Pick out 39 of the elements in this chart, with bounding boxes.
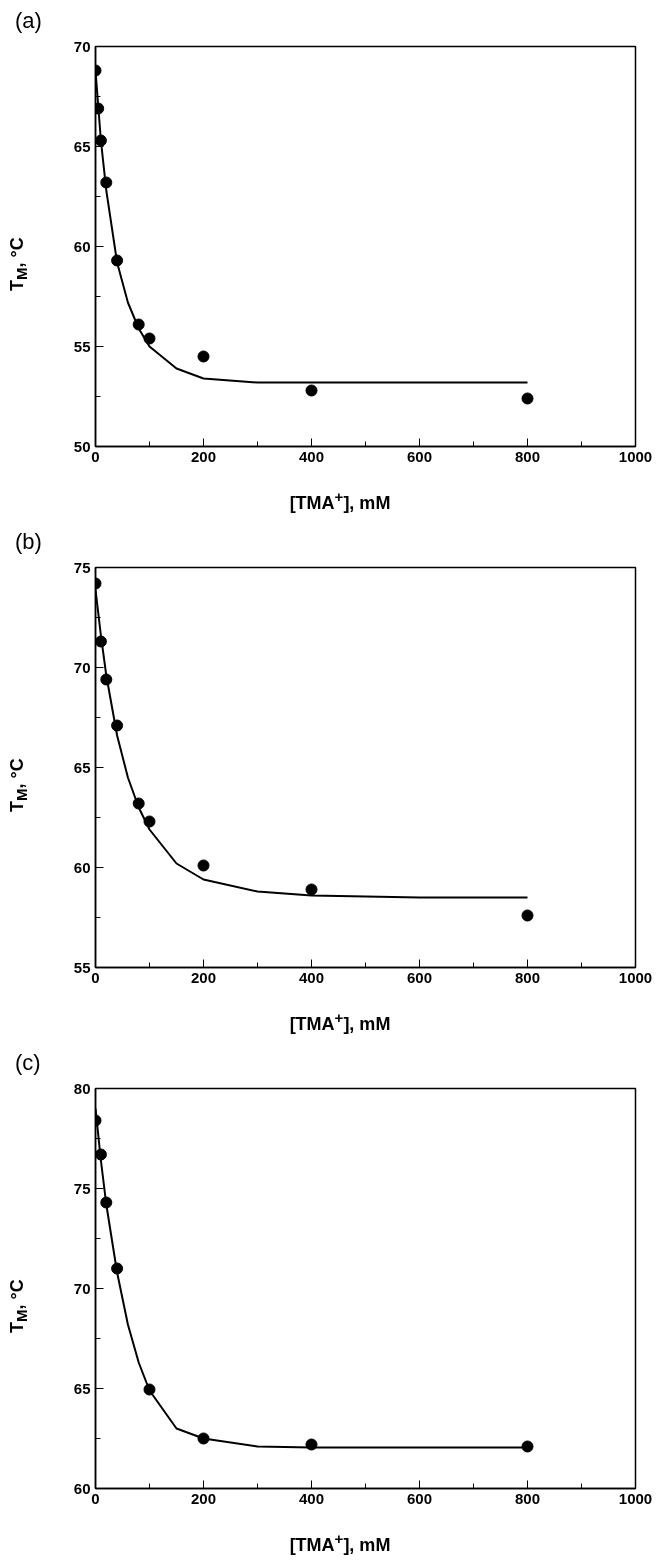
- x-tick-label: 200: [190, 1489, 217, 1507]
- x-tick-label: 0: [91, 447, 100, 465]
- x-tick-label: 200: [190, 447, 217, 465]
- y-tick-label: 80: [73, 1079, 91, 1097]
- x-tick-label: 600: [406, 1489, 433, 1507]
- x-tick-label: 800: [514, 1489, 541, 1507]
- y-tick-label: 50: [73, 437, 91, 455]
- y-tick-label: 55: [73, 958, 91, 976]
- x-tick-label: 200: [190, 968, 217, 986]
- y-tick-label: 60: [73, 1479, 91, 1497]
- y-tick-label: 70: [73, 1279, 91, 1297]
- chart-title: (c): [15, 1049, 41, 1077]
- y-tick-label: 65: [73, 758, 91, 776]
- y-tick-label: 75: [73, 1179, 91, 1197]
- y-tick-label: 65: [73, 137, 91, 155]
- chart-title: (a): [15, 7, 42, 35]
- x-tick-label: 0: [91, 1489, 100, 1507]
- y-tick-label: 75: [73, 558, 91, 576]
- x-tick-label: 1000: [618, 1489, 653, 1507]
- chart-title: (b): [15, 528, 42, 556]
- x-tick-label: 400: [298, 1489, 325, 1507]
- x-tick-label: 1000: [618, 968, 653, 986]
- y-tick-label: 70: [73, 37, 91, 55]
- y-tick-label: 60: [73, 237, 91, 255]
- x-tick-label: 800: [514, 447, 541, 465]
- x-tick-label: 1000: [618, 447, 653, 465]
- x-tick-label: 0: [91, 968, 100, 986]
- y-tick-label: 55: [73, 337, 91, 355]
- x-tick-label: 400: [298, 447, 325, 465]
- x-tick-label: 800: [514, 968, 541, 986]
- x-tick-label: 600: [406, 968, 433, 986]
- y-tick-label: 60: [73, 858, 91, 876]
- x-axis-title: [TMA$^{+}$], mM: [289, 1008, 391, 1036]
- x-axis-title: [TMA$^{+}$], mM: [289, 1529, 391, 1557]
- y-tick-label: 70: [73, 658, 91, 676]
- x-axis-title: [TMA$^{+}$], mM: [289, 487, 391, 515]
- y-tick-label: 65: [73, 1379, 91, 1397]
- x-tick-label: 400: [298, 968, 325, 986]
- x-tick-label: 600: [406, 447, 433, 465]
